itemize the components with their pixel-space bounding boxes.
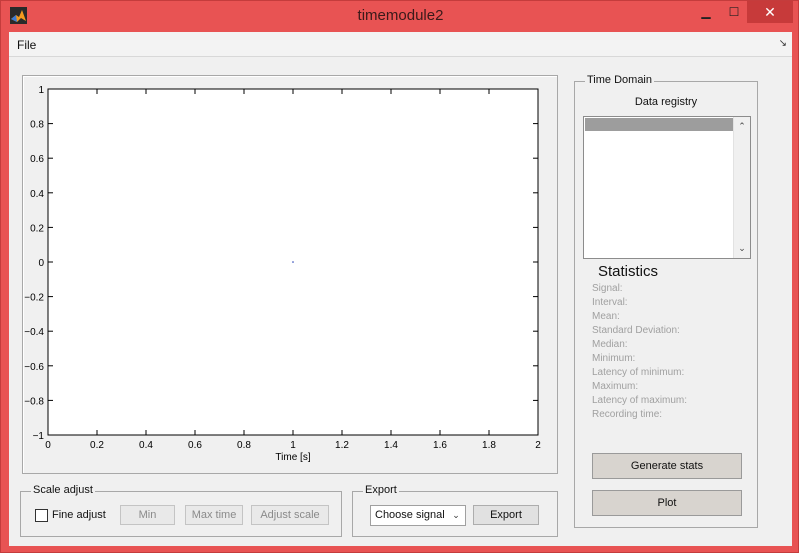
x-tick-label: 1.6 xyxy=(433,440,447,451)
scale-adjust-group: Scale adjust Fine adjust Min Max time Ad… xyxy=(20,484,342,537)
data-point xyxy=(292,261,294,263)
y-tick-label: 0.8 xyxy=(30,120,44,131)
y-tick-label: −0.2 xyxy=(24,293,44,304)
window-title: timemodule2 xyxy=(357,7,444,24)
x-tick-label: 1.4 xyxy=(384,440,398,451)
x-tick-label: 1.8 xyxy=(482,440,496,451)
minimize-button[interactable]: ▁ xyxy=(701,5,711,19)
y-tick-label: −0.4 xyxy=(24,327,44,338)
y-tick-label: −1 xyxy=(33,431,45,442)
stat-median: Median: xyxy=(592,339,628,350)
axes-panel: 0 0.2 0.4 0.6 0.8 1 1.2 1.4 1.6 1.8 2 −1 −0.8 −0.6 −0.… xyxy=(22,75,558,474)
chevron-down-icon[interactable]: ⌄ xyxy=(452,510,460,520)
x-tick-label: 0.6 xyxy=(188,440,202,451)
stat-recording-time: Recording time: xyxy=(592,409,663,420)
dock-arrow-icon[interactable]: ↘ xyxy=(778,38,787,49)
time-domain-panel: Time Domain Data registry ⌃ ⌄ Statistics… xyxy=(574,74,758,528)
x-axis-label: Time [s] xyxy=(275,452,310,463)
y-tick-label: 0.6 xyxy=(30,154,44,165)
max-time-button[interactable]: Max time xyxy=(185,505,243,525)
x-tick-label: 1.2 xyxy=(335,440,349,451)
stat-latency-min: Latency of minimum: xyxy=(592,367,685,378)
stat-latency-max: Latency of maximum: xyxy=(592,395,688,406)
x-tick-label: 2 xyxy=(535,440,541,451)
menu-file[interactable]: File xyxy=(17,38,37,52)
x-tick-label: 1 xyxy=(290,440,296,451)
generate-stats-button[interactable]: Generate stats xyxy=(592,453,742,479)
matlab-logo-icon xyxy=(10,7,27,24)
y-tick-label: 0 xyxy=(38,258,44,269)
time-plot[interactable]: 0 0.2 0.4 0.6 0.8 1 1.2 1.4 1.6 1.8 2 −1 −0.8 −0.6 −0.… xyxy=(23,76,559,475)
list-scrollbar[interactable]: ⌃ ⌄ xyxy=(733,117,750,258)
maximize-button[interactable]: ☐ xyxy=(728,5,740,19)
menu-bar: File ↘ xyxy=(9,32,792,57)
plot-button[interactable]: Plot xyxy=(592,490,742,516)
x-tick-label: 0.4 xyxy=(139,440,153,451)
x-tick-label: 0.8 xyxy=(237,440,251,451)
export-button[interactable]: Export xyxy=(473,505,539,525)
stat-interval: Interval: xyxy=(592,297,628,308)
x-tick-label: 0.2 xyxy=(90,440,104,451)
y-tick-label: 0.4 xyxy=(30,189,44,200)
stat-minimum: Minimum: xyxy=(592,353,636,364)
stat-signal: Signal: xyxy=(592,283,623,294)
y-tick-label: −0.6 xyxy=(24,362,44,373)
choose-signal-value: Choose signal xyxy=(375,509,445,521)
fine-adjust-checkbox[interactable] xyxy=(35,509,48,522)
x-tick-label: 0 xyxy=(45,440,51,451)
figure-client-area: 0 0.2 0.4 0.6 0.8 1 1.2 1.4 1.6 1.8 2 −1 −0.8 −0.6 −0.… xyxy=(9,57,792,546)
fine-adjust-label[interactable]: Fine adjust xyxy=(52,509,106,521)
close-button[interactable]: ✕ xyxy=(747,1,793,23)
data-registry-label: Data registry xyxy=(634,96,698,108)
time-domain-title: Time Domain xyxy=(585,74,654,86)
export-group: Export Choose signal ⌄ Export xyxy=(352,484,558,537)
stat-std: Standard Deviation: xyxy=(592,325,680,336)
y-tick-label: 0.2 xyxy=(30,223,44,234)
y-tick-label: −0.8 xyxy=(24,396,44,407)
stat-maximum: Maximum: xyxy=(592,381,639,392)
scroll-up-icon[interactable]: ⌃ xyxy=(738,121,746,131)
scale-adjust-title: Scale adjust xyxy=(31,484,95,496)
min-button[interactable]: Min xyxy=(120,505,175,525)
stat-mean: Mean: xyxy=(592,311,620,322)
list-item-selected[interactable] xyxy=(585,118,733,131)
scroll-down-icon[interactable]: ⌄ xyxy=(738,243,746,253)
y-tick-label: 1 xyxy=(38,85,44,96)
data-registry-list[interactable]: ⌃ ⌄ xyxy=(583,116,751,259)
statistics-title: Statistics xyxy=(598,263,659,280)
adjust-scale-button[interactable]: Adjust scale xyxy=(251,505,329,525)
choose-signal-select[interactable]: Choose signal ⌄ xyxy=(370,505,466,526)
export-title: Export xyxy=(363,484,399,496)
statistics-list: Signal: Interval: Mean: Standard Deviati… xyxy=(592,282,687,422)
title-bar[interactable]: timemodule2 ▁ ☐ ✕ xyxy=(1,1,799,31)
